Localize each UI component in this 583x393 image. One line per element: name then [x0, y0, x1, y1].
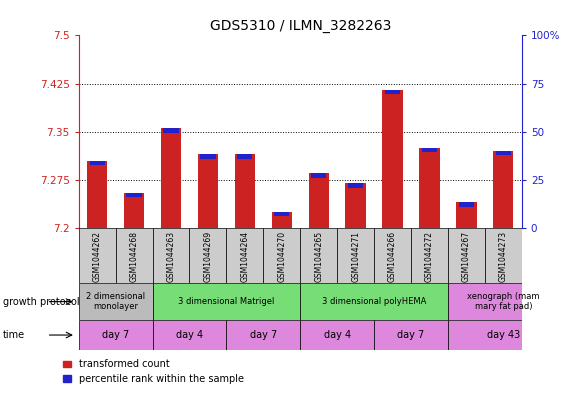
- Bar: [385, 90, 400, 94]
- Text: day 4: day 4: [176, 330, 203, 340]
- Text: GSM1044262: GSM1044262: [93, 231, 101, 282]
- Text: 3 dimensional polyHEMA: 3 dimensional polyHEMA: [322, 297, 426, 306]
- Bar: [235, 154, 255, 228]
- Text: day 7: day 7: [398, 330, 424, 340]
- Bar: [374, 320, 448, 350]
- Text: xenograph (mam
mary fat pad): xenograph (mam mary fat pad): [467, 292, 540, 311]
- Bar: [496, 151, 511, 155]
- Text: day 4: day 4: [324, 330, 351, 340]
- Text: day 7: day 7: [250, 330, 277, 340]
- Text: GSM1044273: GSM1044273: [499, 231, 508, 282]
- Bar: [448, 228, 485, 283]
- Text: GSM1044270: GSM1044270: [278, 231, 286, 282]
- Bar: [456, 202, 476, 228]
- Bar: [226, 228, 264, 283]
- Text: growth protocol: growth protocol: [3, 297, 79, 307]
- Bar: [337, 228, 374, 283]
- Bar: [308, 173, 329, 228]
- Bar: [300, 283, 448, 320]
- Bar: [300, 320, 374, 350]
- Bar: [374, 228, 411, 283]
- Bar: [127, 193, 142, 197]
- Bar: [411, 228, 448, 283]
- Bar: [459, 202, 474, 207]
- Bar: [237, 154, 252, 159]
- Text: GSM1044269: GSM1044269: [203, 231, 212, 282]
- Text: GSM1044271: GSM1044271: [351, 231, 360, 282]
- Bar: [79, 228, 115, 283]
- Bar: [79, 320, 153, 350]
- Bar: [264, 228, 300, 283]
- Bar: [90, 160, 105, 165]
- Bar: [79, 283, 153, 320]
- Bar: [163, 129, 178, 133]
- Bar: [153, 283, 300, 320]
- Bar: [348, 183, 363, 187]
- Text: 3 dimensional Matrigel: 3 dimensional Matrigel: [178, 297, 275, 306]
- Text: 2 dimensional
monolayer: 2 dimensional monolayer: [86, 292, 145, 311]
- Text: time: time: [3, 330, 25, 340]
- Bar: [422, 148, 437, 152]
- Bar: [346, 183, 366, 228]
- Bar: [87, 160, 107, 228]
- Bar: [189, 228, 226, 283]
- Bar: [448, 320, 559, 350]
- Bar: [300, 228, 337, 283]
- Bar: [493, 151, 514, 228]
- Bar: [272, 212, 292, 228]
- Legend: transformed count, percentile rank within the sample: transformed count, percentile rank withi…: [63, 359, 244, 384]
- Bar: [419, 148, 440, 228]
- Text: GSM1044263: GSM1044263: [167, 231, 175, 282]
- Text: GSM1044265: GSM1044265: [314, 231, 323, 282]
- Text: GSM1044264: GSM1044264: [240, 231, 250, 282]
- Bar: [115, 228, 153, 283]
- Bar: [448, 283, 559, 320]
- Text: GSM1044267: GSM1044267: [462, 231, 471, 282]
- Bar: [198, 154, 218, 228]
- Bar: [161, 129, 181, 228]
- Bar: [226, 320, 300, 350]
- Text: GSM1044266: GSM1044266: [388, 231, 397, 282]
- Bar: [485, 228, 522, 283]
- Title: GDS5310 / ILMN_3282263: GDS5310 / ILMN_3282263: [209, 19, 391, 33]
- Text: GSM1044268: GSM1044268: [129, 231, 139, 282]
- Text: day 7: day 7: [102, 330, 129, 340]
- Bar: [153, 228, 189, 283]
- Bar: [201, 154, 216, 159]
- Bar: [274, 212, 289, 217]
- Bar: [124, 193, 144, 228]
- Bar: [382, 90, 403, 228]
- Bar: [311, 173, 326, 178]
- Bar: [153, 320, 226, 350]
- Text: GSM1044272: GSM1044272: [425, 231, 434, 282]
- Text: day 43: day 43: [487, 330, 520, 340]
